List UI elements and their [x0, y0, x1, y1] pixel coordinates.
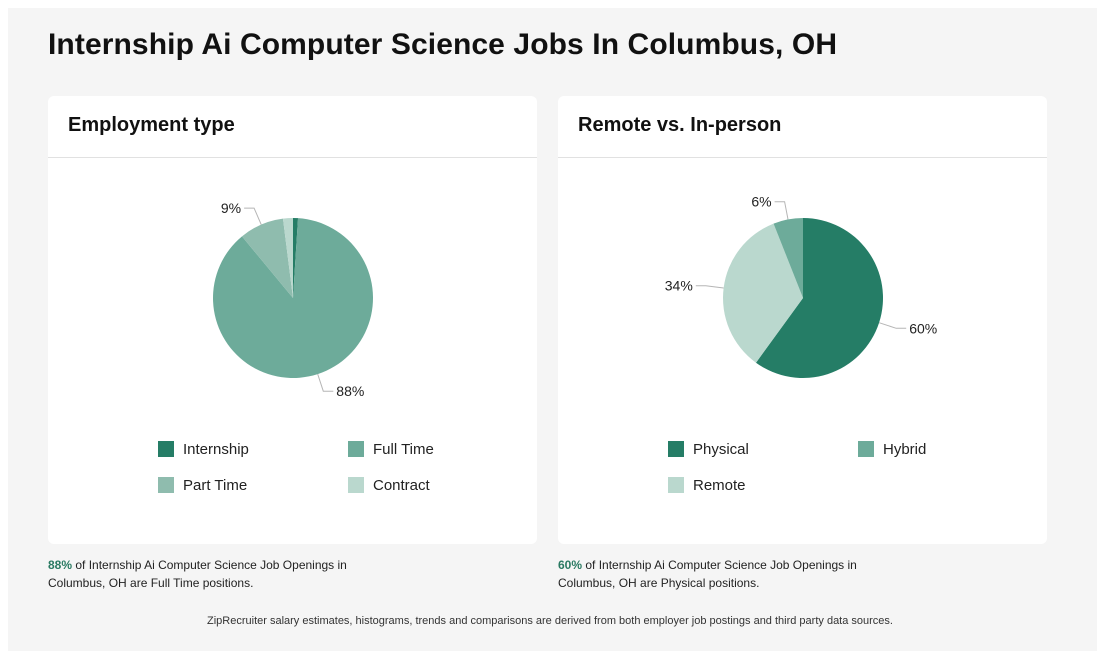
- data-label-hybrid: 6%: [751, 194, 771, 210]
- pie-slice-remote[interactable]: [723, 223, 803, 363]
- legend-item-physical: Physical: [668, 440, 858, 458]
- data-label-part-time: 9%: [221, 200, 241, 216]
- pie-slice-physical[interactable]: [755, 218, 884, 378]
- pie-slice-part-time[interactable]: [242, 218, 293, 298]
- leader-line-hybrid: [774, 201, 789, 220]
- pie-slice-contract[interactable]: [282, 218, 293, 298]
- card-header: Remote vs. In-person: [558, 96, 1047, 158]
- legend-swatch: [348, 441, 364, 457]
- employment-type-card: Employment type 88% 9% Internship Full Tim…: [48, 96, 537, 544]
- leader-line-part-time: [244, 207, 262, 225]
- page-title: Internship Ai Computer Science Jobs In C…: [48, 28, 838, 61]
- leader-line-full-time: [317, 373, 334, 392]
- legend-swatch: [158, 441, 174, 457]
- employment-type-legend: Internship Full Time Part Time Contract: [158, 440, 478, 494]
- legend-label: Full Time: [373, 440, 434, 458]
- data-label-full-time: 88%: [336, 383, 364, 399]
- legend-swatch: [158, 477, 174, 493]
- legend-swatch: [348, 477, 364, 493]
- pie-slice-full-time[interactable]: [213, 218, 374, 379]
- caption-highlight: 88%: [48, 558, 73, 572]
- data-label-physical: 60%: [909, 320, 937, 336]
- pie-slice-hybrid[interactable]: [773, 218, 803, 298]
- caption-text: of Internship Ai Computer Science Job Op…: [558, 558, 857, 590]
- pie-slice-internship[interactable]: [293, 218, 299, 298]
- legend-label: Physical: [693, 440, 749, 458]
- legend-item-full-time: Full Time: [348, 440, 478, 458]
- legend-label: Hybrid: [883, 440, 927, 458]
- legend-item-contract: Contract: [348, 476, 478, 494]
- legend-item-remote: Remote: [668, 476, 858, 494]
- footnote: ZipRecruiter salary estimates, histogram…: [207, 615, 893, 627]
- remote-vs-inperson-legend: Physical Hybrid Remote: [668, 440, 988, 494]
- card-header: Employment type: [48, 96, 537, 158]
- card-title: Employment type: [68, 114, 235, 136]
- remote-vs-inperson-caption: 60% of Internship Ai Computer Science Jo…: [558, 556, 878, 592]
- card-title: Remote vs. In-person: [578, 114, 782, 136]
- legend-item-internship: Internship: [158, 440, 348, 458]
- legend-item-part-time: Part Time: [158, 476, 348, 494]
- legend-label: Remote: [693, 476, 746, 494]
- legend-label: Part Time: [183, 476, 248, 494]
- leader-line-remote: [695, 285, 724, 289]
- legend-swatch: [668, 477, 684, 493]
- leader-line-physical: [878, 322, 907, 329]
- legend-swatch: [668, 441, 684, 457]
- remote-vs-inperson-card: Remote vs. In-person 60% 34% 6% Physical Hy…: [558, 96, 1047, 544]
- legend-label: Contract: [373, 476, 430, 494]
- caption-text: of Internship Ai Computer Science Job Op…: [48, 558, 347, 590]
- remote-vs-inperson-pie-chart: 60% 34% 6%: [665, 194, 937, 378]
- employment-type-caption: 88% of Internship Ai Computer Science Jo…: [48, 556, 368, 592]
- legend-swatch: [858, 441, 874, 457]
- data-label-remote: 34%: [665, 278, 693, 294]
- employment-type-pie-chart: 88% 9%: [213, 200, 374, 399]
- legend-item-hybrid: Hybrid: [858, 440, 988, 458]
- legend-label: Internship: [183, 440, 249, 458]
- caption-highlight: 60%: [558, 558, 583, 572]
